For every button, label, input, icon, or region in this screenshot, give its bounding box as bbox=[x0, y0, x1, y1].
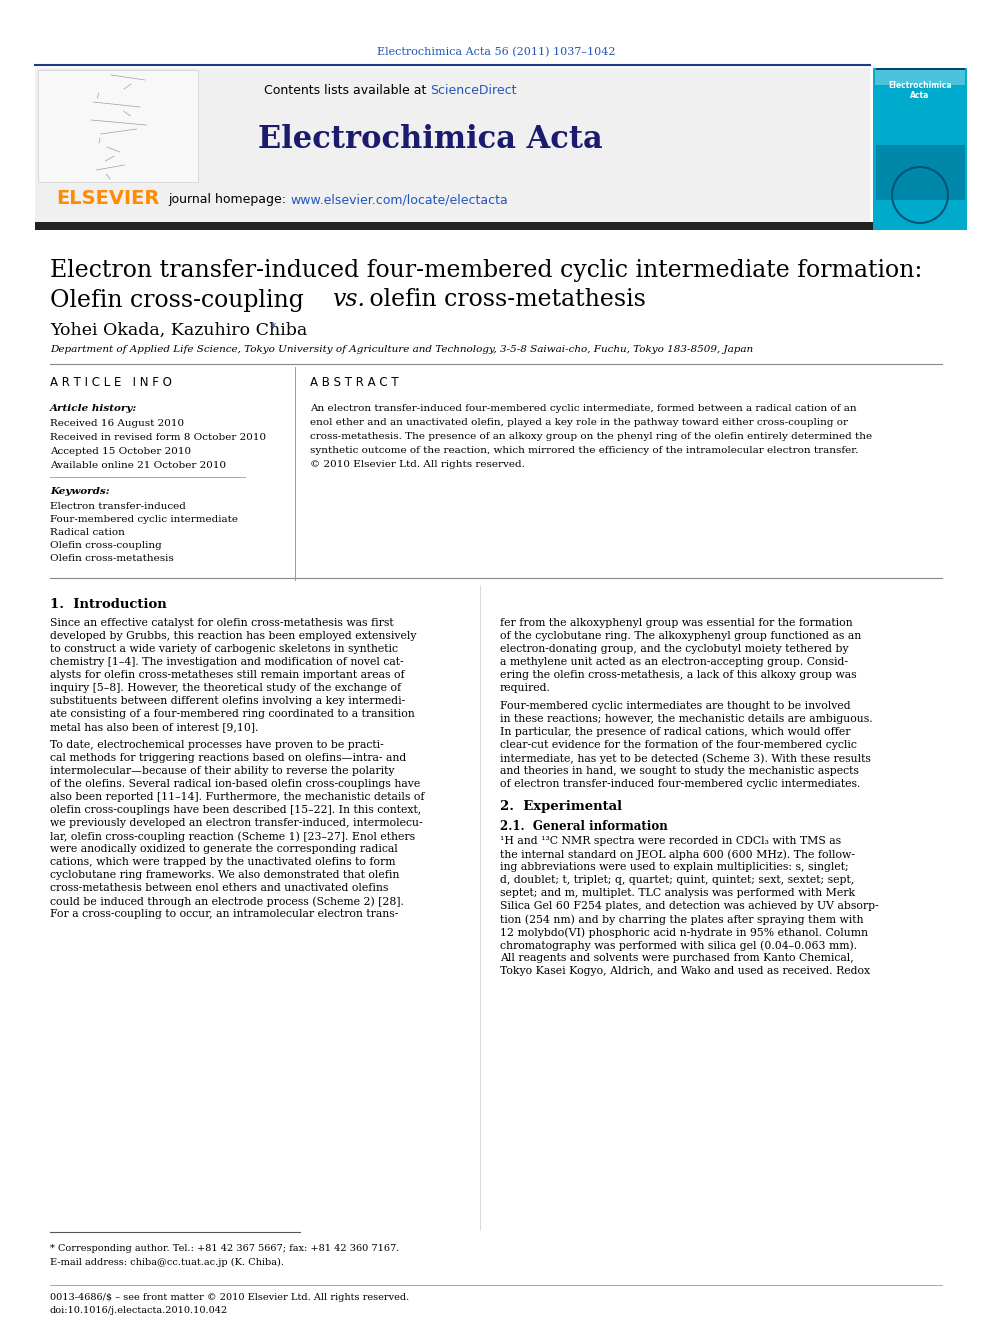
Text: © 2010 Elsevier Ltd. All rights reserved.: © 2010 Elsevier Ltd. All rights reserved… bbox=[310, 460, 525, 468]
Text: ate consisting of a four-membered ring coordinated to a transition: ate consisting of a four-membered ring c… bbox=[50, 709, 415, 718]
Text: synthetic outcome of the reaction, which mirrored the efficiency of the intramol: synthetic outcome of the reaction, which… bbox=[310, 446, 858, 455]
Text: Keywords:: Keywords: bbox=[50, 487, 110, 496]
Text: alysts for olefin cross-metatheses still remain important areas of: alysts for olefin cross-metatheses still… bbox=[50, 669, 405, 680]
Text: Available online 21 October 2010: Available online 21 October 2010 bbox=[50, 460, 226, 470]
Text: For a cross-coupling to occur, an intramolecular electron trans-: For a cross-coupling to occur, an intram… bbox=[50, 909, 399, 919]
Text: *: * bbox=[270, 321, 276, 335]
Text: a methylene unit acted as an electron-accepting group. Consid-: a methylene unit acted as an electron-ac… bbox=[500, 658, 848, 667]
Bar bbox=[38, 70, 198, 183]
Text: A B S T R A C T: A B S T R A C T bbox=[310, 376, 399, 389]
Text: intermediate, has yet to be detected (Scheme 3). With these results: intermediate, has yet to be detected (Sc… bbox=[500, 753, 871, 763]
Text: the internal standard on JEOL alpha 600 (600 MHz). The follow-: the internal standard on JEOL alpha 600 … bbox=[500, 849, 855, 860]
Text: ScienceDirect: ScienceDirect bbox=[430, 83, 517, 97]
Text: Electron transfer-induced: Electron transfer-induced bbox=[50, 501, 186, 511]
Text: vs.: vs. bbox=[332, 288, 365, 311]
Text: olefin cross-couplings have been described [15–22]. In this context,: olefin cross-couplings have been describ… bbox=[50, 804, 422, 815]
Text: Electron transfer-induced four-membered cyclic intermediate formation:: Electron transfer-induced four-membered … bbox=[50, 258, 923, 282]
Text: doi:10.1016/j.electacta.2010.10.042: doi:10.1016/j.electacta.2010.10.042 bbox=[50, 1306, 228, 1315]
Text: Accepted 15 October 2010: Accepted 15 October 2010 bbox=[50, 447, 191, 456]
Text: fer from the alkoxyphenyl group was essential for the formation: fer from the alkoxyphenyl group was esse… bbox=[500, 618, 853, 628]
Text: journal homepage:: journal homepage: bbox=[168, 193, 290, 206]
Text: 2.1.  General information: 2.1. General information bbox=[500, 820, 668, 833]
Text: Electrochimica Acta: Electrochimica Acta bbox=[258, 124, 602, 156]
Text: d, doublet; t, triplet; q, quartet; quint, quintet; sext, sextet; sept,: d, doublet; t, triplet; q, quartet; quin… bbox=[500, 875, 854, 885]
Text: An electron transfer-induced four-membered cyclic intermediate, formed between a: An electron transfer-induced four-member… bbox=[310, 404, 857, 413]
Text: 12 molybdo(VI) phosphoric acid n-hydrate in 95% ethanol. Column: 12 molybdo(VI) phosphoric acid n-hydrate… bbox=[500, 927, 868, 938]
Text: in these reactions; however, the mechanistic details are ambiguous.: in these reactions; however, the mechani… bbox=[500, 714, 873, 724]
Text: lar, olefin cross-coupling reaction (Scheme 1) [23–27]. Enol ethers: lar, olefin cross-coupling reaction (Sch… bbox=[50, 831, 415, 841]
Text: Olefin cross-coupling: Olefin cross-coupling bbox=[50, 541, 162, 550]
Text: chemistry [1–4]. The investigation and modification of novel cat-: chemistry [1–4]. The investigation and m… bbox=[50, 658, 404, 667]
Text: of the cyclobutane ring. The alkoxyphenyl group functioned as an: of the cyclobutane ring. The alkoxypheny… bbox=[500, 631, 861, 642]
Text: Tokyo Kasei Kogyo, Aldrich, and Wako and used as received. Redox: Tokyo Kasei Kogyo, Aldrich, and Wako and… bbox=[500, 966, 870, 976]
Text: Olefin cross-metathesis: Olefin cross-metathesis bbox=[50, 554, 174, 564]
Text: 1.  Introduction: 1. Introduction bbox=[50, 598, 167, 611]
Text: we previously developed an electron transfer-induced, intermolecu-: we previously developed an electron tran… bbox=[50, 818, 423, 828]
Text: required.: required. bbox=[500, 683, 551, 693]
Text: olefin cross-metathesis: olefin cross-metathesis bbox=[362, 288, 646, 311]
Text: Four-membered cyclic intermediate: Four-membered cyclic intermediate bbox=[50, 515, 238, 524]
Text: were anodically oxidized to generate the corresponding radical: were anodically oxidized to generate the… bbox=[50, 844, 398, 855]
Text: Received in revised form 8 October 2010: Received in revised form 8 October 2010 bbox=[50, 433, 266, 442]
Text: intermolecular—because of their ability to reverse the polarity: intermolecular—because of their ability … bbox=[50, 766, 395, 777]
Text: ering the olefin cross-metathesis, a lack of this alkoxy group was: ering the olefin cross-metathesis, a lac… bbox=[500, 669, 857, 680]
Text: inquiry [5–8]. However, the theoretical study of the exchange of: inquiry [5–8]. However, the theoretical … bbox=[50, 683, 401, 693]
Text: also been reported [11–14]. Furthermore, the mechanistic details of: also been reported [11–14]. Furthermore,… bbox=[50, 792, 425, 802]
Text: Received 16 August 2010: Received 16 August 2010 bbox=[50, 419, 185, 429]
Text: electron-donating group, and the cyclobutyl moiety tethered by: electron-donating group, and the cyclobu… bbox=[500, 644, 848, 654]
Text: * Corresponding author. Tel.: +81 42 367 5667; fax: +81 42 360 7167.: * Corresponding author. Tel.: +81 42 367… bbox=[50, 1244, 400, 1253]
Text: cross-metathesis between enol ethers and unactivated olefins: cross-metathesis between enol ethers and… bbox=[50, 882, 389, 893]
Text: A R T I C L E   I N F O: A R T I C L E I N F O bbox=[50, 376, 172, 389]
Text: Since an effective catalyst for olefin cross-metathesis was first: Since an effective catalyst for olefin c… bbox=[50, 618, 394, 628]
Bar bbox=[35, 222, 905, 230]
Text: ing abbreviations were used to explain multiplicities: s, singlet;: ing abbreviations were used to explain m… bbox=[500, 863, 848, 872]
Text: developed by Grubbs, this reaction has been employed extensively: developed by Grubbs, this reaction has b… bbox=[50, 631, 417, 642]
Text: E-mail address: chiba@cc.tuat.ac.jp (K. Chiba).: E-mail address: chiba@cc.tuat.ac.jp (K. … bbox=[50, 1258, 284, 1267]
Text: Article history:: Article history: bbox=[50, 404, 137, 413]
Text: enol ether and an unactivated olefin, played a key role in the pathway toward ei: enol ether and an unactivated olefin, pl… bbox=[310, 418, 848, 427]
Text: www.elsevier.com/locate/electacta: www.elsevier.com/locate/electacta bbox=[290, 193, 508, 206]
Text: cross-metathesis. The presence of an alkoxy group on the phenyl ring of the olef: cross-metathesis. The presence of an alk… bbox=[310, 433, 872, 441]
Text: All reagents and solvents were purchased from Kanto Chemical,: All reagents and solvents were purchased… bbox=[500, 953, 854, 963]
Bar bbox=[873, 67, 967, 230]
Text: Electrochimica Acta 56 (2011) 1037–1042: Electrochimica Acta 56 (2011) 1037–1042 bbox=[377, 46, 615, 57]
Bar bbox=[876, 67, 965, 70]
Text: to construct a wide variety of carbogenic skeletons in synthetic: to construct a wide variety of carbogeni… bbox=[50, 644, 398, 654]
Text: Radical cation: Radical cation bbox=[50, 528, 125, 537]
Text: metal has also been of interest [9,10].: metal has also been of interest [9,10]. bbox=[50, 722, 258, 732]
Text: In particular, the presence of radical cations, which would offer: In particular, the presence of radical c… bbox=[500, 728, 850, 737]
Bar bbox=[35, 67, 870, 224]
Text: clear-cut evidence for the formation of the four-membered cyclic: clear-cut evidence for the formation of … bbox=[500, 740, 857, 750]
Text: could be induced through an electrode process (Scheme 2) [28].: could be induced through an electrode pr… bbox=[50, 896, 404, 906]
Text: cal methods for triggering reactions based on olefins—intra- and: cal methods for triggering reactions bas… bbox=[50, 753, 407, 763]
Text: Yohei Okada, Kazuhiro Chiba: Yohei Okada, Kazuhiro Chiba bbox=[50, 321, 308, 339]
Text: substituents between different olefins involving a key intermedi-: substituents between different olefins i… bbox=[50, 696, 406, 706]
Text: of electron transfer-induced four-membered cyclic intermediates.: of electron transfer-induced four-member… bbox=[500, 779, 860, 789]
Text: Contents lists available at: Contents lists available at bbox=[264, 83, 430, 97]
Text: chromatography was performed with silica gel (0.04–0.063 mm).: chromatography was performed with silica… bbox=[500, 941, 857, 950]
Text: ELSEVIER: ELSEVIER bbox=[57, 188, 160, 208]
Bar bbox=[876, 146, 965, 200]
Text: Olefin cross-coupling: Olefin cross-coupling bbox=[50, 288, 311, 311]
Text: To date, electrochemical processes have proven to be practi-: To date, electrochemical processes have … bbox=[50, 740, 384, 750]
Text: 0013-4686/$ – see front matter © 2010 Elsevier Ltd. All rights reserved.: 0013-4686/$ – see front matter © 2010 El… bbox=[50, 1293, 410, 1302]
Bar bbox=[875, 70, 965, 85]
Text: cyclobutane ring frameworks. We also demonstrated that olefin: cyclobutane ring frameworks. We also dem… bbox=[50, 871, 400, 880]
Text: Four-membered cyclic intermediates are thought to be involved: Four-membered cyclic intermediates are t… bbox=[500, 701, 850, 710]
Text: cations, which were trapped by the unactivated olefins to form: cations, which were trapped by the unact… bbox=[50, 857, 396, 867]
Text: Silica Gel 60 F254 plates, and detection was achieved by UV absorp-: Silica Gel 60 F254 plates, and detection… bbox=[500, 901, 879, 912]
Text: and theories in hand, we sought to study the mechanistic aspects: and theories in hand, we sought to study… bbox=[500, 766, 859, 777]
Text: Electrochimica: Electrochimica bbox=[888, 81, 951, 90]
Text: septet; and m, multiplet. TLC analysis was performed with Merk: septet; and m, multiplet. TLC analysis w… bbox=[500, 888, 855, 898]
Text: Department of Applied Life Science, Tokyo University of Agriculture and Technolo: Department of Applied Life Science, Toky… bbox=[50, 345, 753, 355]
Text: Acta: Acta bbox=[911, 90, 930, 99]
Text: 2.  Experimental: 2. Experimental bbox=[500, 800, 622, 814]
Text: ¹H and ¹³C NMR spectra were recorded in CDCl₃ with TMS as: ¹H and ¹³C NMR spectra were recorded in … bbox=[500, 836, 841, 845]
Text: tion (254 nm) and by charring the plates after spraying them with: tion (254 nm) and by charring the plates… bbox=[500, 914, 863, 925]
Text: of the olefins. Several radical ion-based olefin cross-couplings have: of the olefins. Several radical ion-base… bbox=[50, 779, 421, 789]
